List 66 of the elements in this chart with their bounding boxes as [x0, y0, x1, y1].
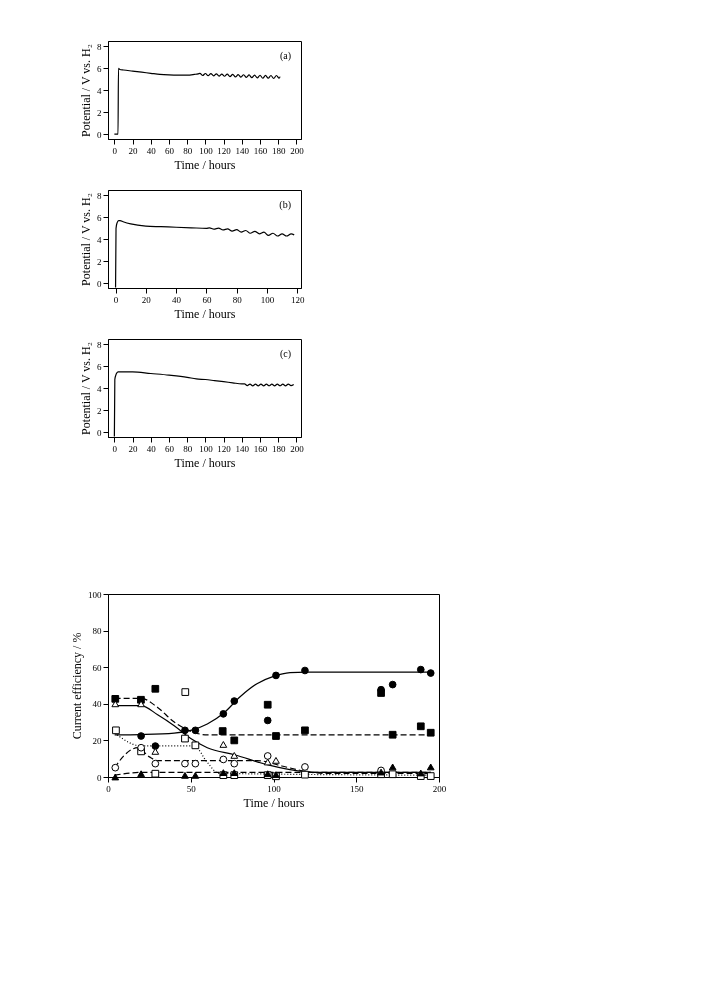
- y-tick-label: 8: [97, 41, 102, 52]
- y-tick-label: 2: [97, 256, 102, 267]
- x-tick-label: 160: [253, 443, 268, 454]
- y-tick-label: 6: [97, 63, 102, 74]
- annotation: (a): [279, 50, 291, 62]
- x-tick-label: 40: [146, 443, 157, 454]
- y-tick-label: 6: [97, 361, 102, 372]
- y-tick-label: 60: [92, 662, 102, 673]
- y-axis-title: Potential / V vs. H₂: [79, 342, 93, 435]
- y-tick-label: 40: [92, 699, 102, 710]
- x-tick-label: 0: [112, 145, 118, 156]
- y-tick-label: 4: [97, 383, 102, 394]
- y-tick-label: 0: [97, 278, 102, 289]
- x-tick-label: 120: [217, 145, 232, 156]
- y-tick-label: 2: [97, 107, 102, 118]
- x-tick-label: 60: [165, 145, 175, 156]
- x-tick-label: 0: [113, 294, 119, 305]
- x-tick-label: 120: [217, 443, 232, 454]
- y-tick-label: 8: [97, 339, 102, 350]
- x-axis-title: Time / hours: [243, 795, 305, 810]
- annotation: (c): [279, 348, 291, 360]
- y-tick-label: 20: [92, 735, 102, 746]
- x-tick-label: 100: [267, 783, 282, 794]
- x-tick-label: 60: [165, 443, 175, 454]
- x-tick-label: 200: [432, 783, 447, 794]
- x-tick-label: 160: [253, 145, 268, 156]
- y-axis-title: Current efficiency / %: [70, 632, 84, 740]
- x-tick-label: 140: [235, 443, 250, 454]
- y-tick-label: 0: [97, 772, 102, 783]
- x-tick-label: 40: [146, 145, 157, 156]
- x-axis-title: Time / hours: [174, 306, 236, 321]
- y-tick-label: 0: [97, 427, 102, 438]
- y-tick-label: 6: [97, 212, 102, 223]
- x-tick-label: 120: [290, 294, 305, 305]
- y-tick-label: 80: [92, 626, 102, 637]
- x-tick-label: 200: [290, 145, 305, 156]
- x-tick-label: 0: [112, 443, 118, 454]
- x-axis-title: Time / hours: [174, 455, 236, 470]
- y-tick-label: 4: [97, 85, 102, 96]
- x-tick-label: 50: [186, 783, 197, 794]
- y-tick-label: 100: [88, 589, 102, 600]
- y-tick-label: 4: [97, 234, 102, 245]
- x-tick-label: 80: [232, 294, 243, 305]
- x-tick-label: 100: [260, 294, 275, 305]
- annotation: (b): [279, 199, 291, 211]
- x-tick-label: 200: [290, 443, 305, 454]
- x-tick-label: 140: [235, 145, 250, 156]
- x-tick-label: 150: [350, 783, 364, 794]
- x-tick-label: 100: [199, 145, 214, 156]
- x-tick-label: 20: [141, 294, 152, 305]
- x-tick-label: 180: [271, 443, 286, 454]
- y-tick-label: 2: [97, 405, 102, 416]
- x-tick-label: 80: [183, 145, 193, 156]
- x-tick-label: 40: [172, 294, 182, 305]
- x-tick-label: 180: [271, 145, 286, 156]
- x-tick-label: 100: [199, 443, 214, 454]
- x-tick-label: 20: [128, 443, 139, 454]
- x-tick-label: 80: [183, 443, 193, 454]
- x-tick-label: 20: [128, 145, 139, 156]
- x-tick-label: 0: [106, 783, 112, 794]
- y-axis-title: Potential / V vs. H₂: [79, 193, 93, 286]
- y-axis-title: Potential / V vs. H₂: [79, 44, 93, 137]
- y-tick-label: 0: [97, 129, 102, 140]
- x-axis-title: Time / hours: [174, 157, 236, 172]
- y-tick-label: 8: [97, 190, 102, 201]
- x-tick-label: 60: [202, 294, 212, 305]
